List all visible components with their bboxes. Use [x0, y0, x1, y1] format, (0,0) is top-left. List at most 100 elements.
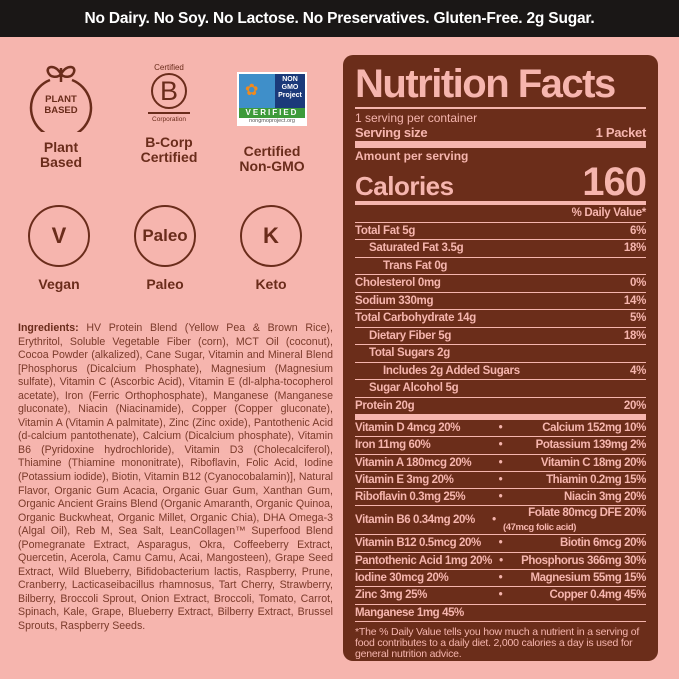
- vitamin-rows: Vitamin D 4mcg 20% • Calcium 152mg 10% Iron…: [355, 420, 646, 622]
- badge-label: Paleo: [146, 276, 184, 292]
- nutrient-row: Protein 20g 20%: [355, 398, 646, 420]
- ingredients-heading: Ingredients:: [18, 322, 79, 334]
- badge-paleo: Paleo Paleo: [110, 205, 220, 292]
- vitamin-row: Vitamin E 3mg 20% • Thiamin 0.2mg 15%: [355, 472, 646, 490]
- footnote: *The % Daily Value tells you how much a …: [355, 625, 640, 660]
- b-corp-icon: Certified B Corporation: [144, 63, 194, 123]
- nutrition-title: Nutrition Facts: [355, 61, 646, 109]
- nutrient-rows: Total Fat 5g 6% Saturated Fat 3.5g 18% Trans…: [355, 223, 646, 420]
- non-gmo-url: nongmoproject.org: [249, 118, 295, 124]
- vitamin-right: Magnesium 55mg 15%: [530, 572, 646, 585]
- keto-icon: K: [240, 205, 302, 267]
- nutrient-row: Sugar Alcohol 5g: [355, 380, 646, 398]
- nutrient-label: Saturated Fat 3.5g: [369, 242, 464, 254]
- verified-text: VERIFIED: [239, 108, 305, 118]
- serving-size-row: Serving size 1 Packet: [355, 125, 646, 148]
- nutrient-label: Total Fat 5g: [355, 224, 416, 237]
- vitamin-right: Thiamin 0.2mg 15%: [546, 473, 646, 486]
- badge-label: Keto: [255, 276, 287, 292]
- vitamin-row: Pantothenic Acid 1mg 20% • Phosphorus 366m…: [355, 553, 646, 571]
- vitamin-left: Iodine 30mcg 20%: [355, 572, 449, 585]
- badge-keto: K Keto: [216, 205, 326, 292]
- vitamin-left: Manganese 1mg 45%: [355, 606, 464, 619]
- vitamin-row: Vitamin B6 0.34mg 20% • Folate 80mcg DFE 2…: [355, 506, 646, 536]
- vitamin-left: Vitamin D 4mcg 20%: [355, 422, 461, 434]
- vegan-icon: V: [28, 205, 90, 267]
- vitamin-right: Vitamin C 18mg 20%: [540, 456, 646, 469]
- vitamin-left: Vitamin B12 0.5mcg 20%: [355, 537, 481, 550]
- nutrient-row: Total Fat 5g 6%: [355, 223, 646, 240]
- badge-plant-based: PLANT BASED Plant Based: [6, 60, 116, 170]
- daily-value-header-text: % Daily Value*: [571, 207, 647, 219]
- vitamin-row: Vitamin B12 0.5mcg 20% • Biotin 6mcg 20%: [355, 535, 646, 553]
- vitamin-right: Folate 80mcg DFE 20% (47mcg folic acid): [502, 507, 646, 534]
- nutrient-label: Sodium 330mg: [355, 294, 434, 307]
- nutrient-dv: 18%: [623, 242, 646, 254]
- vitamin-right: Biotin 6mcg 20%: [559, 537, 646, 550]
- calories-row: Calories 160: [355, 160, 647, 205]
- badge-label: B-Corp Certified: [140, 134, 198, 165]
- calories-value: 160: [582, 160, 647, 204]
- b-corp-letter: B: [151, 73, 187, 109]
- vitamin-left: Vitamin E 3mg 20%: [355, 473, 454, 486]
- bullet: •: [499, 554, 503, 567]
- nutrient-label: Total Sugars 2g: [369, 347, 450, 359]
- claims-banner: No Dairy. No Soy. No Lactose. No Preserv…: [0, 0, 679, 37]
- vitamin-row: Zinc 3mg 25% • Copper 0.4mg 45%: [355, 587, 647, 605]
- badge-label: Certified Non-GMO: [239, 143, 305, 174]
- vitamin-left: Iron 11mg 60%: [355, 439, 431, 452]
- serving-size-label: Serving size: [355, 125, 428, 140]
- b-corp-corporation-text: Corporation: [152, 116, 186, 123]
- vitamin-left: Vitamin A 180mcg 20%: [355, 456, 472, 469]
- nutrient-label: Trans Fat 0g: [383, 259, 448, 272]
- nutrient-row: Saturated Fat 3.5g 18%: [355, 240, 646, 258]
- nutrient-row: Cholesterol 0mg 0%: [355, 275, 646, 293]
- calories-label: Calories: [355, 171, 454, 201]
- vitamin-right: Copper 0.4mg 45%: [549, 589, 647, 602]
- vitamin-row: Vitamin A 180mcg 20% • Vitamin C 18mg 20%: [355, 455, 646, 472]
- ingredients-text: HV Protein Blend (Yellow Pea & Brown Ric…: [18, 322, 333, 633]
- nutrient-label: Cholesterol 0mg: [355, 277, 441, 289]
- vitamin-row: Riboflavin 0.3mg 25% • Niacin 3mg 20%: [355, 489, 646, 507]
- plant-based-icon: PLANT BASED: [28, 60, 94, 140]
- vitamin-right: Potassium 139mg 2%: [535, 439, 647, 452]
- nutrient-label: Protein 20g: [355, 399, 415, 412]
- nutrient-dv: 0%: [629, 277, 646, 289]
- nutrient-row: Total Sugars 2g: [355, 345, 646, 363]
- vitamin-row: Iodine 30mcg 20% • Magnesium 55mg 15%: [355, 570, 646, 588]
- bullet: •: [498, 473, 503, 486]
- plant-based-icon-text: PLANT BASED: [44, 94, 78, 116]
- non-gmo-text: NON GMO Project: [275, 74, 305, 108]
- vitamin-row: Manganese 1mg 45%: [355, 605, 646, 622]
- vitamin-right: Phosphorus 366mg 30%: [521, 554, 646, 567]
- vitamin-right: Niacin 3mg 20%: [564, 491, 646, 504]
- vitamin-right: Calcium 152mg 10%: [542, 422, 646, 434]
- bullet: •: [492, 514, 496, 527]
- bullet: •: [498, 422, 503, 434]
- butterfly-icon: ✿: [239, 74, 275, 108]
- badge-vegan: V Vegan: [4, 205, 114, 292]
- badge-label: Plant Based: [39, 139, 83, 170]
- nutrient-row: Includes 2g Added Sugars 4%: [355, 363, 646, 380]
- nutrient-row: Total Carbohydrate 14g 5%: [355, 310, 646, 328]
- nutrient-row: Trans Fat 0g: [355, 258, 646, 275]
- amount-per-serving: Amount per serving: [355, 149, 469, 163]
- nutrient-label: Includes 2g Added Sugars: [383, 364, 520, 377]
- nutrition-facts-panel: Nutrition Facts 1 serving per container …: [343, 55, 658, 661]
- bullet: •: [498, 537, 503, 550]
- vitamin-left: Riboflavin 0.3mg 25%: [355, 491, 466, 504]
- vitamin-row: Iron 11mg 60% • Potassium 139mg 2%: [355, 437, 647, 455]
- ingredients: Ingredients: HV Protein Blend (Yellow Pe…: [18, 322, 333, 634]
- badge-label: Vegan: [38, 276, 80, 292]
- nutrient-label: Dietary Fiber 5g: [369, 329, 452, 342]
- vitamin-left: Pantothenic Acid 1mg 20%: [355, 554, 492, 567]
- nutrient-label: Total Carbohydrate 14g: [355, 312, 476, 324]
- nutrient-dv: 5%: [629, 312, 646, 324]
- vitamin-right-sub: (47mcg folic acid): [502, 522, 576, 534]
- bullet: •: [498, 572, 503, 585]
- servings-per-container: 1 serving per container: [355, 111, 478, 125]
- nutrient-row: Sodium 330mg 14%: [355, 293, 646, 310]
- bullet: •: [498, 439, 503, 452]
- paleo-icon: Paleo: [134, 205, 196, 267]
- nutrient-dv: 4%: [629, 364, 646, 377]
